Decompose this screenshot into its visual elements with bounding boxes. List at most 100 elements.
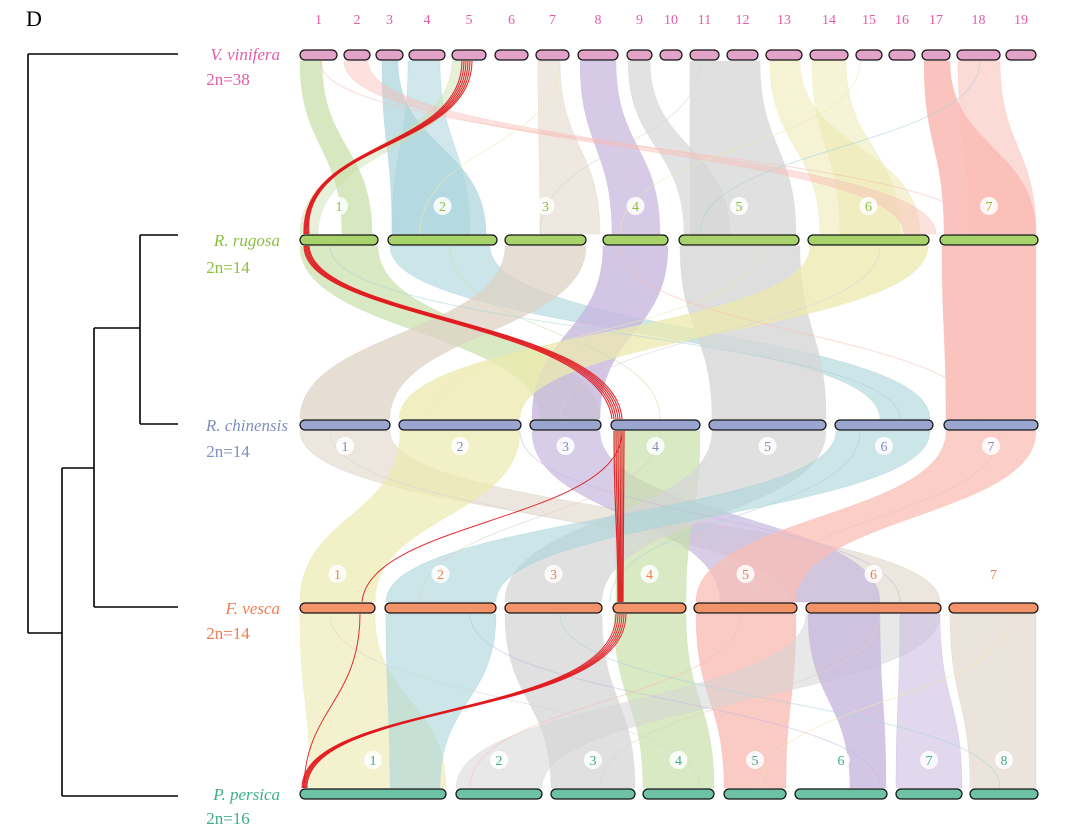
chromosome-number-badge: [832, 751, 850, 769]
chromosome-number: 2: [437, 568, 444, 583]
synteny-ribbon: [299, 430, 521, 603]
synteny-link: [559, 245, 881, 420]
chromosome-bar: [535, 49, 570, 61]
highlight-link: [361, 430, 623, 603]
chromosome-bar: [299, 419, 391, 431]
species-labels: V. vinifera 2n=38 R. rugosa 2n=14 R. chinens…: [205, 45, 289, 828]
chromosome-number: 7: [549, 13, 556, 28]
chromosome-number: 14: [822, 13, 836, 28]
chromosome-bar: [612, 602, 687, 614]
chromosome-bar: [299, 49, 338, 61]
chromosome-number: 18: [972, 13, 986, 28]
chromosome-number: 1: [342, 440, 349, 455]
phylogenetic-tree: [27, 53, 178, 797]
chromosome-bar: [408, 49, 446, 61]
chromosome-number: 5: [466, 13, 473, 28]
chromosome-bar: [708, 419, 827, 431]
chromosome-bar: [956, 49, 1001, 61]
panel-label: D: [26, 6, 42, 31]
chromosome-bar: [375, 49, 404, 61]
chromosome-number-badge: [980, 197, 998, 215]
highlighted-synteny-links: [301, 60, 627, 789]
chromosome-bar: [504, 602, 603, 614]
chromosome-number-badge: [746, 751, 764, 769]
synteny-ribbon: [299, 60, 373, 235]
chromosome-number-badge: [736, 565, 755, 583]
chromosome-bar: [626, 49, 653, 61]
chromosome-number: 1: [334, 568, 341, 583]
chromosome-number-badge: [490, 751, 508, 769]
synteny-link: [419, 60, 561, 235]
chromosome-bar: [765, 49, 803, 61]
chromosome-number: 19: [1014, 13, 1028, 28]
highlight-link: [615, 430, 620, 603]
chromosome-bar: [455, 788, 543, 800]
highlight-link: [304, 245, 615, 420]
species-name: R. rugosa: [213, 231, 280, 250]
chromosome-number-badge: [920, 751, 938, 769]
highlight-link: [308, 60, 473, 235]
synteny-link: [329, 430, 761, 603]
chromosome-number: 6: [865, 200, 872, 215]
synteny-link: [759, 613, 1011, 789]
chromosome-number: 1: [336, 200, 343, 215]
chromosome-number: 3: [550, 568, 557, 583]
chromosome-count: 2n=16: [206, 809, 250, 828]
chromosome-bar: [948, 602, 1039, 614]
chromosome-number: 3: [386, 13, 393, 28]
highlight-link: [303, 613, 361, 789]
chromosome-bar: [504, 234, 587, 246]
chromosome-number: 2: [354, 13, 361, 28]
chromosome-number: 7: [986, 200, 993, 215]
synteny-link: [469, 613, 741, 789]
chromosome-bar: [299, 788, 447, 800]
synteny-link: [429, 245, 761, 420]
chromosome-number: 1: [370, 754, 377, 769]
synteny-link: [599, 613, 881, 789]
synteny-ribbon: [949, 613, 1037, 789]
chromosome-number: 7: [990, 568, 997, 583]
chromosome-number-badge: [626, 197, 645, 215]
chromosome-number-badge: [864, 565, 883, 583]
chromosome-number: 2: [439, 200, 446, 215]
chromosome-number-badge: [451, 437, 469, 455]
chromosome-number-badge: [730, 197, 748, 215]
synteny-ribbon: [895, 613, 963, 789]
chromosome-bar: [807, 234, 930, 246]
synteny-link: [469, 613, 881, 789]
chromosome-number: 4: [632, 200, 639, 215]
chromosome-number: 6: [508, 13, 515, 28]
synteny-ribbon: [385, 430, 931, 603]
chromosome-count: 2n=14: [206, 258, 250, 277]
chromosome-bar: [398, 419, 522, 431]
chromosome-number-badge: [433, 197, 452, 215]
chromosome-number-badge: [330, 197, 348, 215]
chromosome-count: 2n=38: [206, 70, 250, 89]
synteny-ribbon: [531, 245, 669, 420]
synteny-ribbon: [689, 60, 797, 235]
species-name: R. chinensis: [205, 416, 289, 435]
chromosome-bar: [693, 602, 798, 614]
species-name: V. vinifera: [210, 45, 280, 64]
chromosome-bar: [529, 419, 602, 431]
chromosome-number-badge: [859, 197, 878, 215]
synteny-link: [619, 245, 981, 420]
synteny-link: [759, 430, 1001, 603]
chromosome-number-badge: [982, 437, 1000, 455]
highlight-link: [622, 430, 625, 603]
chromosome-number-badge: [536, 197, 555, 215]
chromosome-bar: [384, 602, 497, 614]
chromosome-number: 4: [652, 440, 659, 455]
chromosome-number: 6: [838, 754, 845, 769]
synteny-ribbons: [299, 60, 1037, 789]
chromosome-number-badge: [995, 751, 1013, 769]
chromosome-number: 16: [895, 13, 909, 28]
chromosome-bar: [895, 788, 963, 800]
chromosome-bar: [726, 49, 759, 61]
chromosome-number: 9: [636, 13, 643, 28]
synteny-link: [699, 60, 981, 235]
chromosome-number: 15: [862, 13, 876, 28]
chromosome-number: 5: [764, 440, 771, 455]
chromosome-number: 7: [988, 440, 995, 455]
